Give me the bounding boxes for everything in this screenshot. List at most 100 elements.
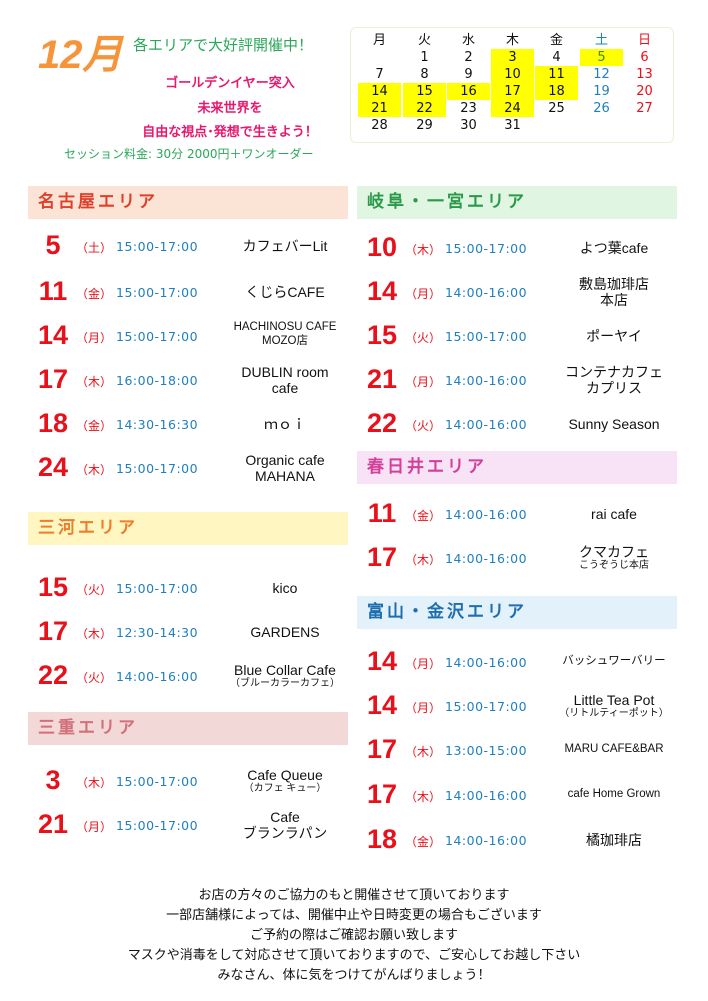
calendar-day: 15 bbox=[403, 83, 446, 100]
event-row: 17 （木） 13:00-15:00 MARU CAFE&BAR bbox=[359, 730, 689, 770]
event-weekday: （金） bbox=[76, 419, 113, 433]
area-header: 名古屋エリア bbox=[28, 186, 348, 219]
event-time: 12:30-14:30 bbox=[116, 625, 199, 640]
event-row: 3 （木） 15:00-17:00 Cafe Queue （カフェ キュー） bbox=[30, 761, 360, 801]
calendar-weekday: 水 bbox=[461, 33, 475, 48]
venue-reading: （カフェ キュー） bbox=[243, 783, 327, 795]
event-day: 14 bbox=[366, 646, 398, 676]
venue-name: rai cafe bbox=[591, 506, 637, 522]
event-row: 14 （月） 14:00-16:00 バッシュワーバリー bbox=[359, 642, 689, 682]
event-day: 5 bbox=[45, 230, 61, 260]
event-row: 17 （木） 12:30-14:30 GARDENS bbox=[30, 612, 360, 652]
event-venue: バッシュワーバリー bbox=[544, 654, 684, 668]
area-header: 岐阜・一宮エリア bbox=[357, 186, 677, 219]
event-weekday: （月） bbox=[405, 701, 442, 715]
event-day: 15 bbox=[37, 572, 69, 602]
calendar-day: 18 bbox=[535, 83, 578, 100]
event-day: 24 bbox=[37, 452, 69, 482]
venue-reading: （リトルティーポット） bbox=[559, 708, 669, 720]
event-time: 14:30-16:30 bbox=[116, 417, 199, 432]
event-weekday: （火） bbox=[76, 583, 113, 597]
venue-name: GARDENS bbox=[250, 624, 320, 640]
event-venue: カフェバーLit bbox=[215, 238, 355, 254]
calendar-day: 4 bbox=[552, 50, 561, 65]
calendar-day: 25 bbox=[548, 101, 565, 116]
event-time: 14:00-16:00 bbox=[445, 507, 528, 522]
calendar-weekday: 日 bbox=[637, 33, 651, 48]
event-time: 14:00-16:00 bbox=[445, 373, 528, 388]
venue-name: バッシュワーバリー bbox=[562, 655, 666, 667]
event-row: 15 （火） 15:00-17:00 kico bbox=[30, 568, 360, 608]
event-weekday: （月） bbox=[405, 375, 442, 389]
event-row: 11 （金） 15:00-17:00 くじらCAFE bbox=[30, 272, 360, 312]
venue-name-line2: カプリス bbox=[586, 380, 642, 396]
session-fee: セッション料金: 30分 2000円＋ワンオーダー bbox=[64, 147, 314, 161]
event-venue: よつ葉cafe bbox=[544, 240, 684, 256]
calendar-day: 29 bbox=[416, 118, 433, 133]
venue-name: クマカフェ bbox=[579, 544, 649, 561]
event-time: 14:00-16:00 bbox=[445, 551, 528, 566]
event-time: 16:00-18:00 bbox=[116, 373, 199, 388]
venue-name: コンテナカフェ bbox=[565, 364, 663, 380]
calendar-day: 13 bbox=[636, 67, 653, 82]
event-weekday: （木） bbox=[405, 243, 442, 257]
venue-name: 橘珈琲店 bbox=[586, 832, 642, 848]
calendar-day: 1 bbox=[420, 50, 429, 65]
calendar-day: 24 bbox=[491, 100, 534, 117]
footer-line: マスクや消毒をして対応させて頂いておりますので、ご安心してお越し下さい bbox=[127, 948, 581, 963]
footer-line: みなさん、体に気をつけてがんばりましょう！ bbox=[217, 968, 491, 983]
footer-line: ご予約の際はご確認お願い致します bbox=[249, 928, 458, 943]
event-weekday: （月） bbox=[405, 657, 442, 671]
event-weekday: （木） bbox=[76, 776, 113, 790]
venue-name-line2: ブランラパン bbox=[242, 825, 328, 841]
event-row: 17 （木） 16:00-18:00 DUBLIN room cafe bbox=[30, 360, 360, 400]
event-time: 13:00-15:00 bbox=[445, 743, 528, 758]
event-weekday: （月） bbox=[76, 331, 113, 345]
event-weekday: （木） bbox=[76, 627, 113, 641]
event-venue: Little Tea Pot （リトルティーポット） bbox=[544, 692, 684, 719]
area-header: 三重エリア bbox=[28, 712, 348, 745]
event-venue: クマカフェ こうぞうじ本店 bbox=[544, 544, 684, 571]
event-row: 21 （月） 14:00-16:00 コンテナカフェ カプリス bbox=[359, 360, 689, 400]
calendar-day: 8 bbox=[420, 67, 429, 82]
calendar-day: 19 bbox=[593, 84, 610, 99]
event-venue: Cafe ブランラパン bbox=[215, 809, 355, 841]
event-day: 14 bbox=[366, 690, 398, 720]
event-day: 14 bbox=[366, 276, 398, 306]
event-day: 17 bbox=[37, 364, 69, 394]
calendar: 月火水木金土日 1 2 3 4 5 6 7 8 9 10 11 12 13 14 15 16 17 18 19 20 21… bbox=[350, 27, 674, 143]
event-day: 17 bbox=[366, 542, 398, 572]
calendar-day: 28 bbox=[371, 118, 388, 133]
calendar-weekday: 金 bbox=[549, 33, 563, 48]
event-day: 17 bbox=[37, 616, 69, 646]
area-header: 富山・金沢エリア bbox=[357, 596, 677, 629]
event-day: 21 bbox=[366, 364, 398, 394]
calendar-day: 14 bbox=[358, 83, 401, 100]
calendar-weekday: 土 bbox=[594, 33, 608, 48]
venue-name-line2: cafe bbox=[271, 380, 299, 396]
event-day: 22 bbox=[366, 408, 398, 438]
event-day: 14 bbox=[37, 320, 69, 350]
event-row: 18 （金） 14:00-16:00 橘珈琲店 bbox=[359, 820, 689, 860]
event-row: 24 （木） 15:00-17:00 Organic cafe MAHANA bbox=[30, 448, 360, 488]
calendar-day: 16 bbox=[447, 83, 490, 100]
event-weekday: （木） bbox=[76, 375, 113, 389]
venue-name: Blue Collar Cafe bbox=[234, 662, 336, 679]
venue-name: 敷島珈琲店 bbox=[579, 276, 649, 292]
event-day: 18 bbox=[37, 408, 69, 438]
area-header: 三河エリア bbox=[28, 512, 348, 545]
calendar-day: 10 bbox=[491, 66, 534, 83]
event-time: 15:00-17:00 bbox=[116, 329, 199, 344]
calendar-day: 9 bbox=[464, 67, 473, 82]
event-weekday: （月） bbox=[76, 820, 113, 834]
calendar-day: 31 bbox=[504, 118, 521, 133]
event-time: 14:00-16:00 bbox=[116, 669, 199, 684]
event-venue: GARDENS bbox=[215, 624, 355, 640]
event-row: 14 （月） 14:00-16:00 敷島珈琲店 本店 bbox=[359, 272, 689, 312]
event-day: 11 bbox=[367, 498, 397, 528]
venue-name: Organic cafe bbox=[245, 452, 325, 468]
venue-name: kico bbox=[272, 580, 298, 596]
event-venue: DUBLIN room cafe bbox=[215, 364, 355, 396]
event-weekday: （金） bbox=[405, 835, 442, 849]
calendar-weekday: 月 bbox=[372, 33, 386, 48]
